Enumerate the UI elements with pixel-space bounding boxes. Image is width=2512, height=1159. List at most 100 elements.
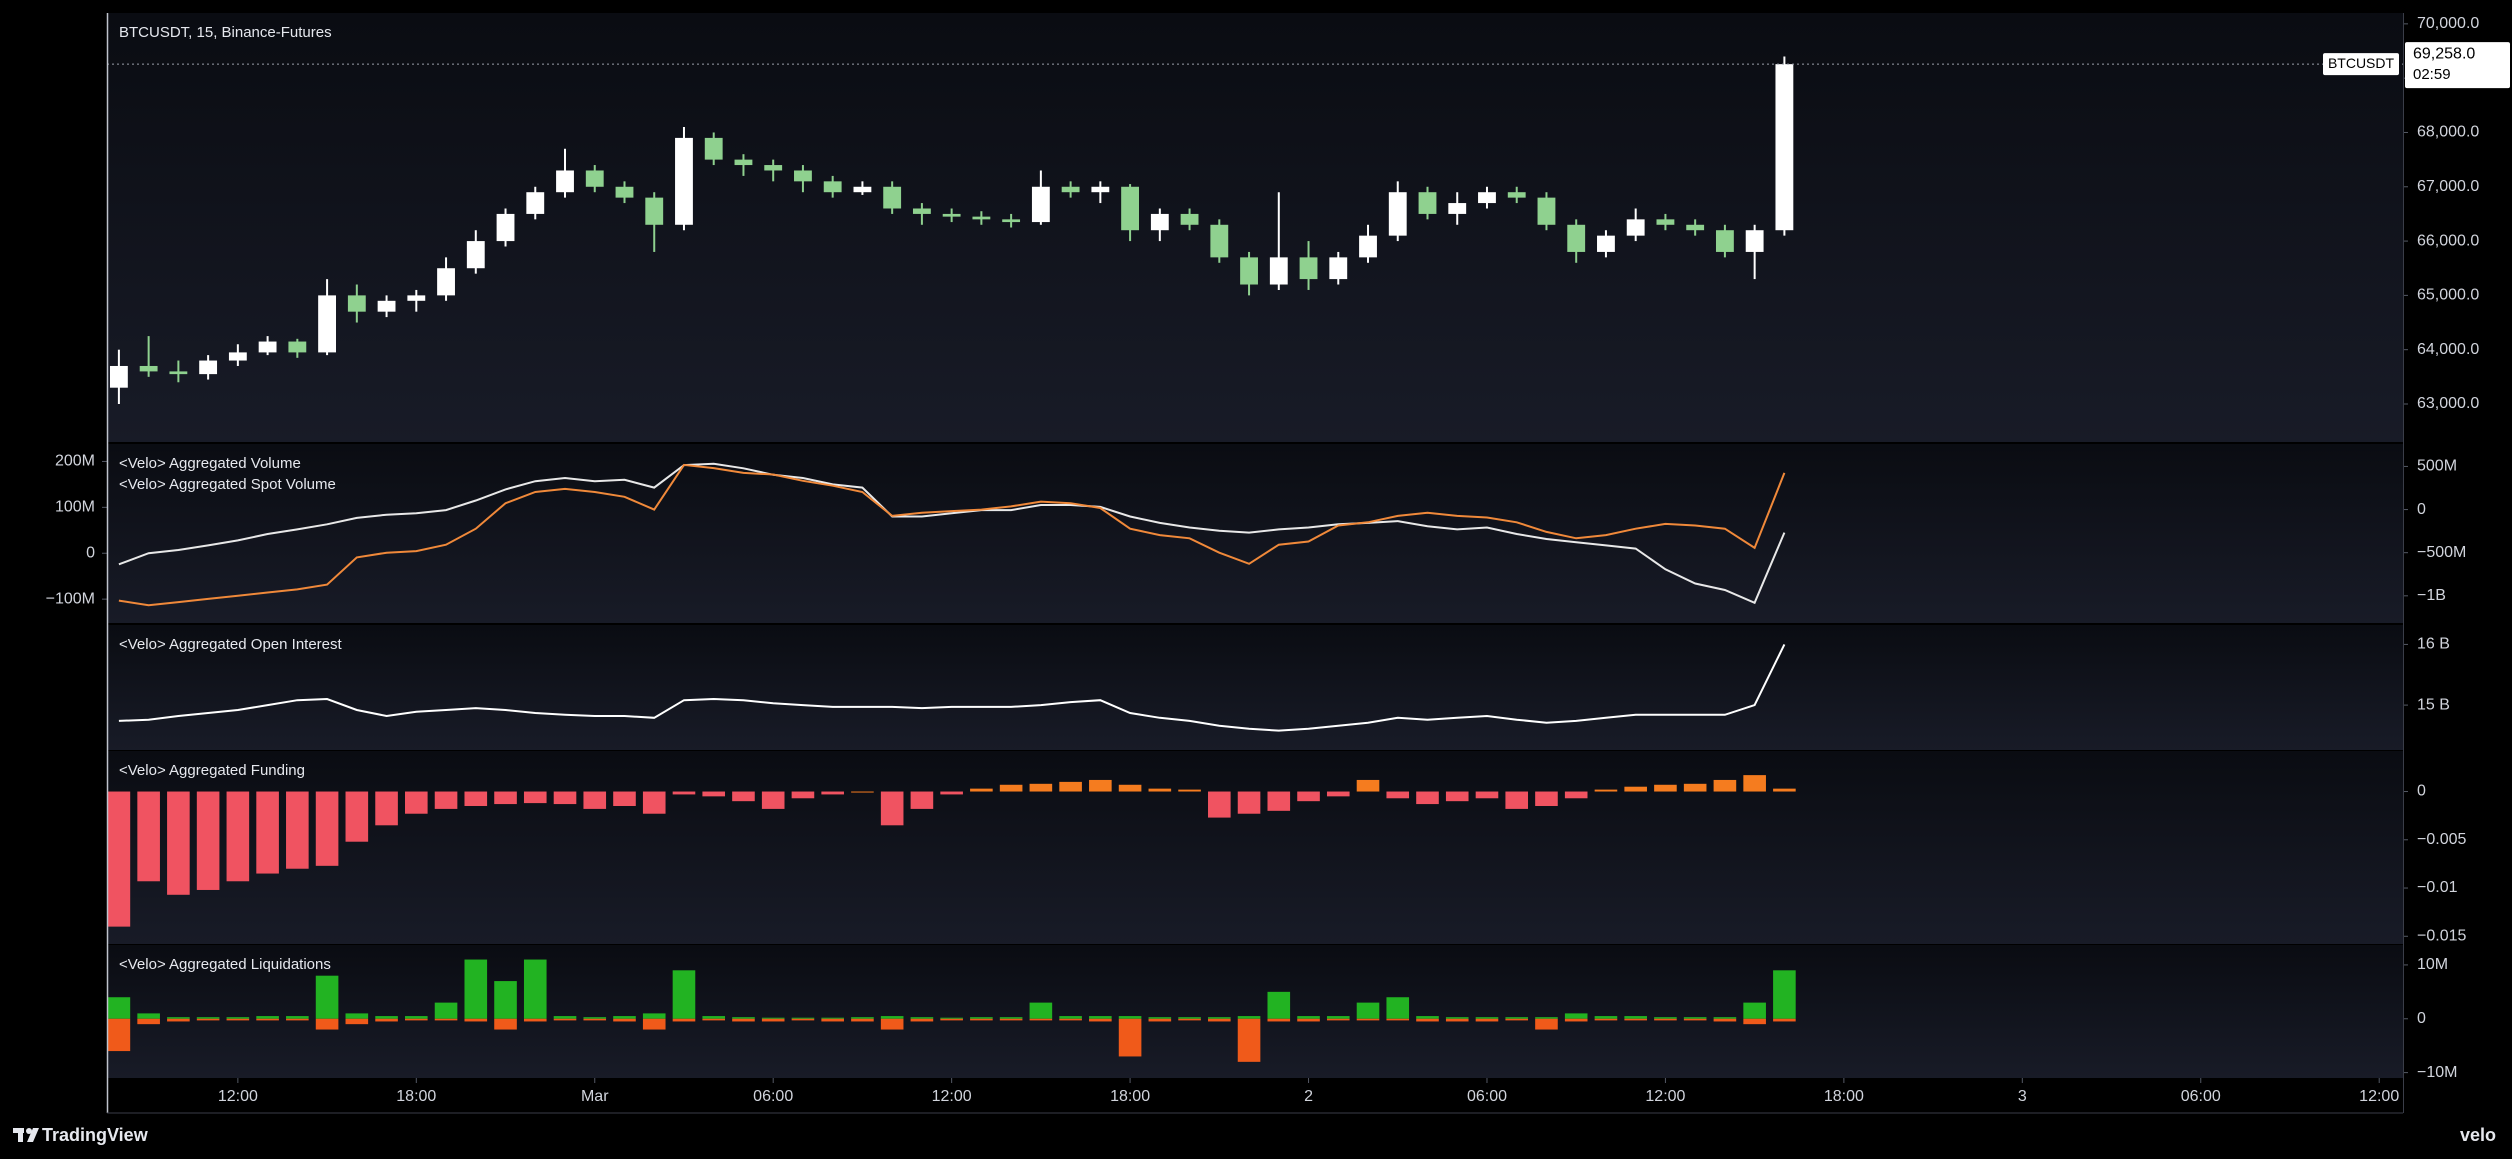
bar: [464, 959, 488, 1019]
bar: [672, 1018, 696, 1022]
candle-body: [228, 352, 247, 361]
bar: [1624, 1016, 1647, 1019]
bar: [107, 1018, 131, 1052]
candle-body: [407, 295, 426, 301]
candle-body: [258, 341, 277, 353]
bar: [167, 791, 190, 895]
x-tick-label: 06:00: [2181, 1088, 2221, 1105]
candle-body: [942, 213, 961, 217]
candle-body: [1299, 257, 1318, 280]
bar: [1356, 779, 1380, 792]
x-tick-label: 12:00: [218, 1088, 258, 1105]
bar: [583, 1017, 607, 1019]
data-line: [118, 643, 1786, 732]
y-tick-label: 70,000.0: [2417, 15, 2479, 32]
bar: [434, 1002, 458, 1019]
bar: [702, 1018, 726, 1021]
candle-body: [912, 208, 931, 214]
bar: [970, 788, 993, 792]
bar: [1654, 1018, 1677, 1021]
bar: [940, 791, 963, 795]
candle-body: [1180, 213, 1199, 225]
candle-body: [526, 192, 545, 214]
y-tick-label: 10M: [2417, 956, 2448, 973]
candle-body: [1448, 203, 1467, 214]
bar: [761, 1017, 785, 1019]
bar: [523, 1018, 547, 1022]
bar: [196, 1018, 220, 1021]
x-tick-label: 3: [2018, 1088, 2027, 1105]
bar: [1089, 1018, 1112, 1022]
bar: [1773, 1018, 1796, 1022]
x-tick-label: 12:00: [2359, 1088, 2399, 1105]
candle-body: [1031, 186, 1050, 223]
y-tick-label: 200M: [55, 453, 95, 470]
bar: [1564, 1013, 1588, 1019]
bar: [1386, 1018, 1410, 1021]
bar: [1178, 1018, 1201, 1021]
bar: [880, 1018, 904, 1030]
bar: [405, 1018, 428, 1021]
bar: [1713, 1018, 1737, 1022]
pane-title: <Velo> Aggregated Funding: [119, 762, 305, 779]
bar: [1743, 1018, 1766, 1025]
x-tick-label: 06:00: [753, 1088, 793, 1105]
candle-body: [1329, 257, 1348, 280]
bar: [256, 791, 279, 874]
bar: [1356, 1002, 1380, 1019]
bar: [1089, 779, 1112, 792]
x-tick-label: 12:00: [932, 1088, 972, 1105]
bar: [107, 791, 131, 927]
bar: [553, 1018, 577, 1021]
bar: [613, 791, 636, 807]
bar: [1416, 1016, 1439, 1019]
bar: [970, 1018, 993, 1021]
y-tick-label: 68,000.0: [2417, 124, 2479, 141]
price-tag-box: [2405, 42, 2510, 89]
bar: [434, 791, 458, 809]
bar: [821, 1018, 844, 1022]
bar: [583, 1018, 607, 1021]
y-tick-label: 15 B: [2417, 696, 2450, 713]
bar: [880, 791, 904, 826]
bar: [226, 1017, 250, 1019]
bar: [1535, 1017, 1558, 1019]
bar: [315, 791, 339, 866]
bar: [1386, 791, 1410, 799]
bar: [464, 791, 488, 807]
candle-body: [1626, 219, 1645, 236]
bar: [1475, 1018, 1499, 1022]
bar: [613, 1016, 636, 1019]
bar: [732, 1017, 755, 1019]
x-tick-label: 12:00: [1645, 1088, 1685, 1105]
bar: [1237, 791, 1261, 814]
x-tick-label: 18:00: [1110, 1088, 1150, 1105]
data-line: [118, 463, 1786, 607]
bar: [1743, 1002, 1766, 1019]
bar: [1208, 791, 1231, 818]
bar: [1148, 1017, 1172, 1019]
bar: [1773, 788, 1796, 792]
symbol-tag-box: [2323, 53, 2399, 76]
bar: [196, 791, 220, 890]
bar: [940, 1017, 963, 1019]
candle-body: [1091, 186, 1110, 193]
bar: [1237, 1016, 1261, 1019]
y-tick-label: 67,000.0: [2417, 178, 2479, 195]
pane-background: [107, 13, 2403, 442]
bar: [107, 997, 131, 1019]
bar: [672, 970, 696, 1019]
y-tick-label: 500M: [2417, 458, 2457, 475]
bar: [821, 1017, 844, 1019]
candle-body: [466, 241, 485, 269]
bar: [1535, 1018, 1558, 1030]
bar: [494, 1018, 517, 1030]
candle-body: [1597, 235, 1615, 252]
bar: [1267, 791, 1291, 811]
bar: [1683, 1018, 1707, 1021]
candle-body: [1507, 192, 1526, 198]
bar: [1445, 1017, 1469, 1019]
bar: [375, 1018, 398, 1022]
candle-body: [347, 295, 366, 312]
